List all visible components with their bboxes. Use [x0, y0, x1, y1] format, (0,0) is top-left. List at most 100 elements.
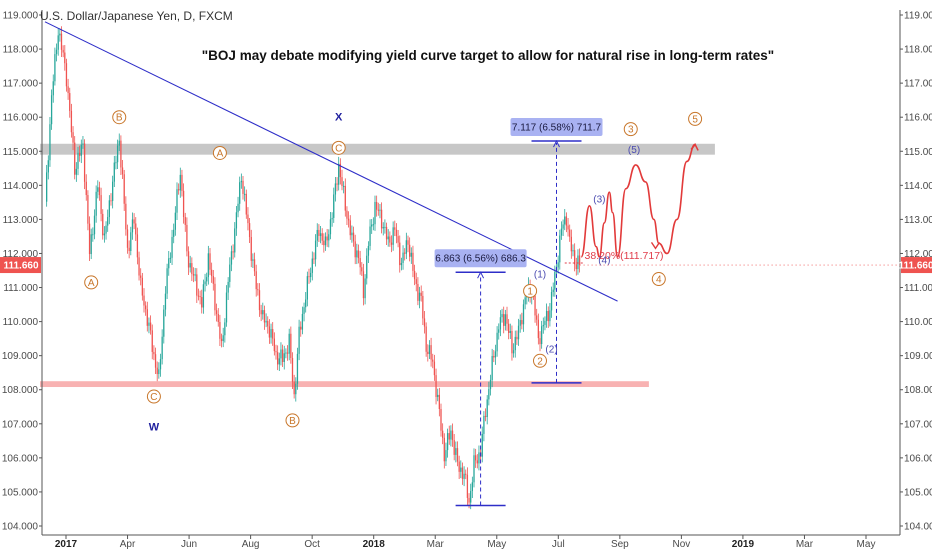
- last-price-tag-left: [0, 257, 41, 274]
- wave-label: 5: [692, 114, 698, 125]
- candle-body: [273, 338, 275, 352]
- candle-body: [446, 433, 449, 451]
- candle-body: [75, 168, 77, 175]
- candle-body: [552, 289, 554, 293]
- candle-body: [240, 180, 242, 183]
- candle-body: [463, 473, 465, 479]
- wave-label: C: [150, 392, 157, 403]
- candle-body: [87, 195, 89, 224]
- time-axis: 2017 Apr Jun Aug Oct 2018 Mar May Jul Sep Nov 2019 M…: [42, 534, 900, 550]
- y-tick-label: 108.000: [2, 385, 39, 396]
- x-tick-label: Sep: [611, 539, 629, 550]
- candle-body: [85, 181, 87, 196]
- candle-body: [550, 292, 553, 311]
- candle-body: [92, 234, 94, 236]
- candle-body: [565, 216, 568, 226]
- candle-body: [321, 233, 323, 241]
- candle-body: [334, 183, 337, 195]
- candle-body: [220, 338, 223, 342]
- candle-body: [211, 269, 213, 277]
- candle-body: [503, 314, 505, 326]
- candle-body: [473, 455, 475, 483]
- candle-body: [415, 279, 417, 284]
- projected-wave-path: [580, 143, 696, 258]
- candle-body: [465, 473, 467, 475]
- candle-body: [151, 330, 153, 352]
- candle-body: [402, 252, 404, 263]
- last-price-label: 111.660: [898, 261, 932, 272]
- candle-body: [504, 314, 506, 326]
- candle-body: [425, 326, 427, 352]
- x-tick-label: Apr: [120, 539, 136, 550]
- candle-body: [519, 320, 521, 326]
- candle-body: [352, 232, 355, 242]
- candle-body: [437, 394, 439, 397]
- candle-body: [311, 258, 313, 273]
- candle-body: [278, 358, 280, 365]
- candle-body: [272, 329, 274, 339]
- candle-body: [52, 81, 54, 96]
- candle-body: [354, 241, 356, 258]
- candle-body: [49, 124, 51, 161]
- candle-body: [422, 295, 424, 319]
- candle-body: [131, 219, 134, 233]
- candle-body: [267, 320, 269, 327]
- y-tick-label: 114.000: [3, 181, 39, 192]
- candle-body: [204, 281, 206, 285]
- candle-body: [484, 415, 487, 418]
- wave-label: A: [88, 278, 95, 289]
- candle-body: [308, 276, 310, 278]
- candle-body: [390, 242, 393, 245]
- candle-body: [237, 203, 239, 213]
- candle-body: [176, 189, 178, 213]
- candle-body: [347, 218, 350, 221]
- measure-tools: 6.863 (6.56%) 686.3 7.117 (6.58%) 711.7: [434, 118, 603, 507]
- candle-body: [564, 216, 566, 225]
- candle-body: [314, 240, 317, 260]
- x-tick-label: 2018: [363, 539, 386, 550]
- candle-body: [178, 189, 180, 191]
- right-price-axis: 104.000 105.000 106.000 107.000 108.000 109.0…: [899, 10, 932, 535]
- y-tick-label: 117.000: [3, 79, 39, 90]
- candle-body: [466, 474, 469, 498]
- candle-body: [508, 323, 510, 333]
- candle-body: [182, 190, 185, 218]
- candle-body: [281, 349, 284, 362]
- last-price-tag-right: [901, 257, 932, 274]
- candle-body: [224, 322, 226, 336]
- wave-label-circle: [285, 413, 300, 428]
- candle-body: [295, 383, 297, 395]
- candle-body: [545, 310, 548, 321]
- candle-body: [506, 314, 508, 324]
- candle-body: [115, 162, 117, 164]
- candle-body: [341, 177, 343, 186]
- candle-body: [387, 236, 389, 240]
- y-tick-label: 111.000: [904, 283, 932, 294]
- candle-body: [120, 140, 122, 168]
- candle-body: [333, 194, 335, 218]
- wave-label: 3: [628, 125, 634, 136]
- wave-label: B: [289, 416, 296, 427]
- candle-body: [481, 433, 483, 457]
- y-tick-label: 119.000: [904, 11, 932, 22]
- candle-body: [90, 234, 92, 255]
- candle-body: [187, 251, 190, 268]
- wave-label-circle: [331, 140, 346, 155]
- candle-body: [372, 224, 374, 226]
- wave-label-circle: [523, 283, 538, 298]
- y-tick-label: 112.000: [3, 249, 39, 260]
- candle-body: [250, 237, 252, 261]
- candle-body: [471, 482, 473, 492]
- candle-body: [285, 352, 287, 354]
- candle-body: [328, 234, 330, 241]
- x-tick-label: 2019: [732, 539, 755, 550]
- wave-label: B: [116, 113, 123, 124]
- y-tick-label: 115.000: [904, 147, 932, 158]
- candle-body: [559, 235, 561, 263]
- candle-body: [197, 295, 200, 297]
- candle-body: [50, 95, 53, 125]
- y-tick-label: 113.000: [3, 215, 39, 226]
- candle-body: [107, 216, 109, 226]
- candle-body: [475, 455, 477, 461]
